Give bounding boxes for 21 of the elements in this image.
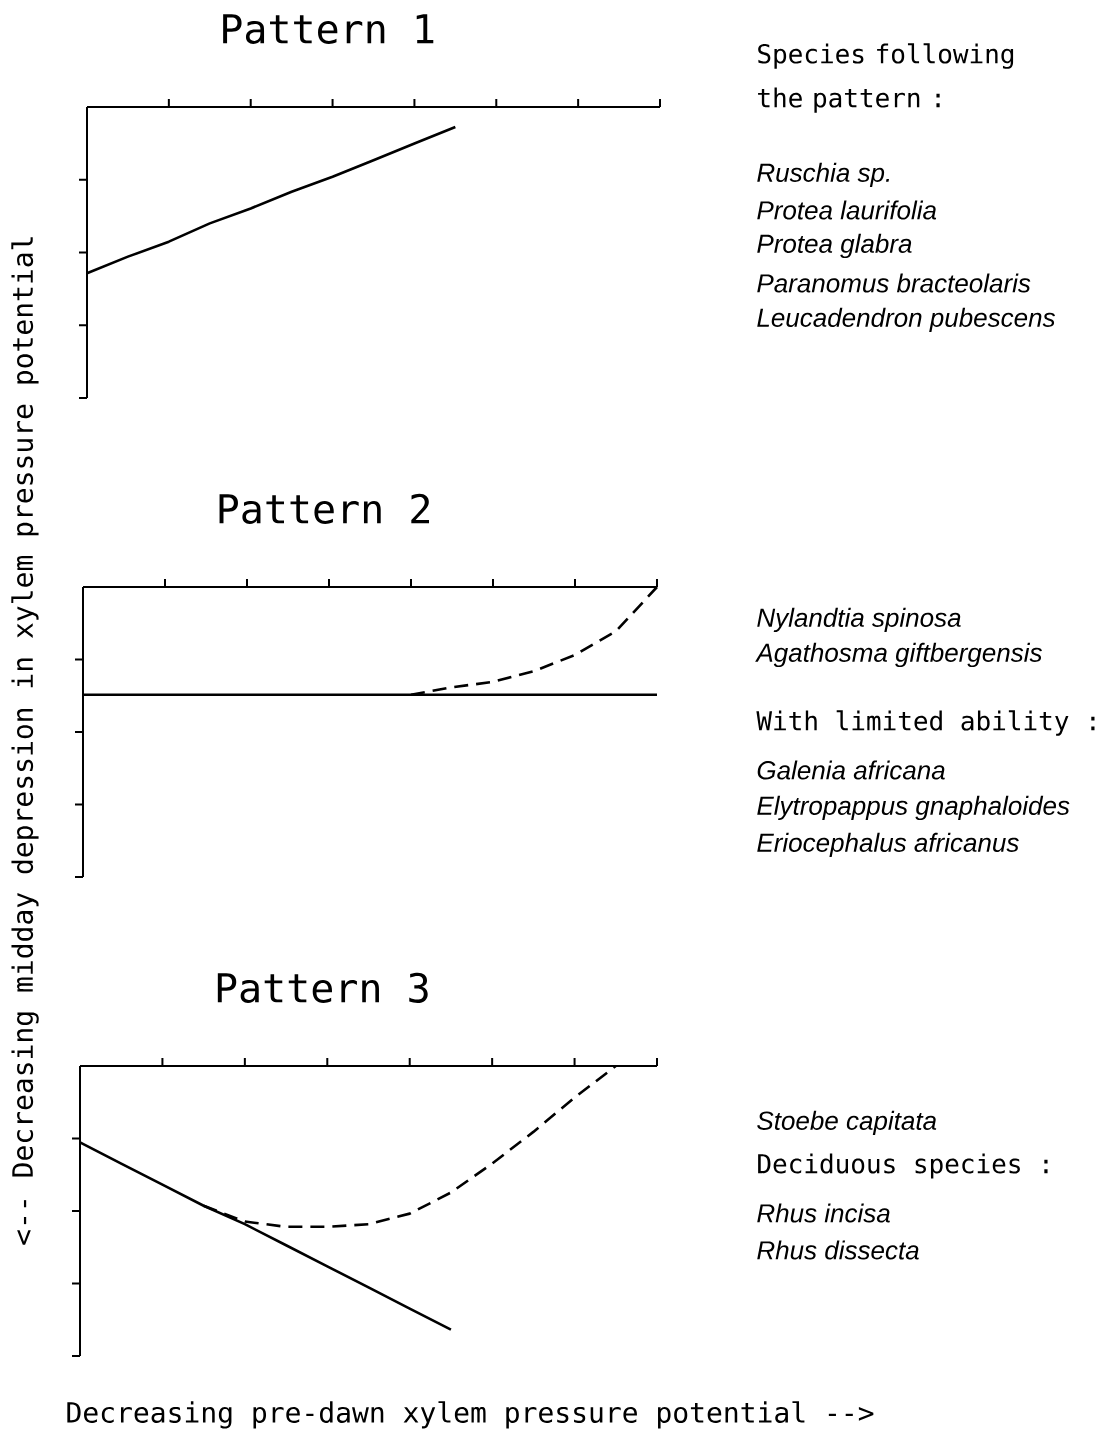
- text: Rhus dissecta: [757, 1240, 919, 1260]
- text: Leucadendron pubescens: [757, 307, 1056, 333]
- text: Elytropappus gnaphaloides: [757, 795, 1070, 821]
- chart-title: Pattern 2: [219, 493, 430, 524]
- text: Stoebe capitata: [757, 1110, 937, 1136]
- text: Protea glabra: [757, 233, 912, 259]
- x-axis-title: Decreasing pre-dawn xylem pressure potential -->: [67, 1401, 874, 1429]
- text: Rhus incisa: [757, 1203, 890, 1223]
- text: Protea laurifolia: [757, 200, 937, 220]
- text: Species following the pattern :: [758, 43, 1014, 113]
- text: Deciduous species :: [758, 1153, 1048, 1179]
- text: Paranomus bracteolaris: [757, 273, 1031, 293]
- chart-title: Pattern 3: [217, 972, 428, 1003]
- chart-title: Pattern 1: [223, 14, 434, 44]
- text: Nylandtia spinosa: [757, 607, 961, 633]
- text: Galenia africana: [757, 760, 945, 780]
- y-axis-title: <-- Decreasing midday depression in xylem pressure potential: [11, 237, 39, 1245]
- text: Eriocephalus africanus: [757, 832, 1019, 858]
- text: Agathosma giftbergensis: [755, 642, 1042, 668]
- text: With limited ability :: [756, 710, 1095, 736]
- text: Ruschia sp.: [757, 162, 890, 188]
